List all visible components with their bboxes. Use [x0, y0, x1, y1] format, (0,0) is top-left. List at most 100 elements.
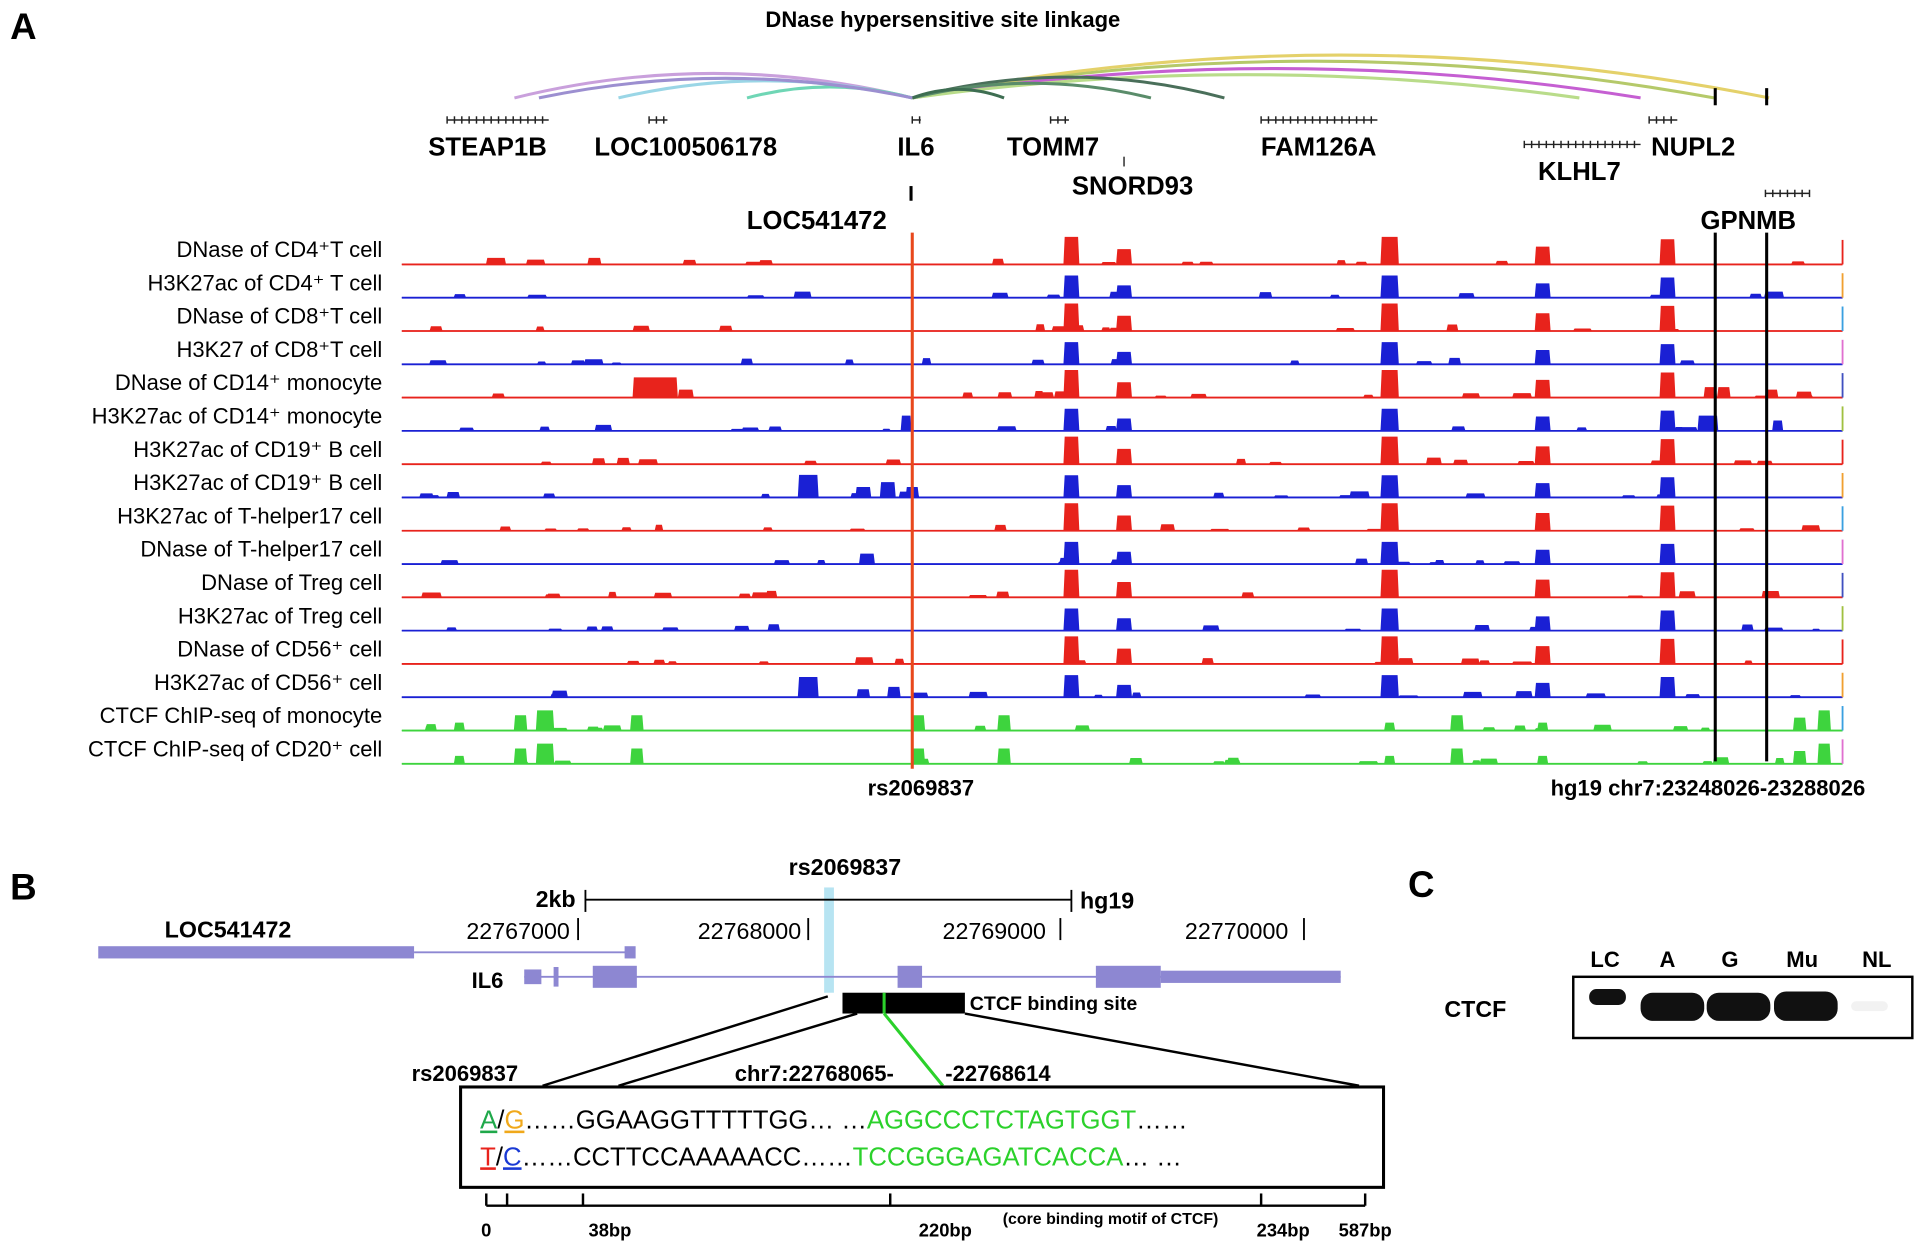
- panel-label: B: [10, 867, 37, 908]
- signal: [401, 474, 1843, 499]
- track-label: H3K27 of CD8⁺T cell: [176, 337, 382, 362]
- ruler-label: 234bp: [1257, 1219, 1310, 1240]
- track-label: DNase of CD14⁺ monocyte: [115, 370, 382, 395]
- position: 22770000: [1185, 918, 1289, 944]
- gene: NUPL2: [1651, 133, 1735, 161]
- sequence: A/G……GGAAGGTTTTTGG… …AGGCCCTCTAGTGGT……: [480, 1107, 1187, 1135]
- signal: [401, 408, 1843, 432]
- snp-label: rs2069837: [789, 854, 902, 880]
- track-label: DNase of T-helper17 cell: [140, 537, 382, 562]
- gene: STEAP1B: [428, 133, 546, 161]
- sequence-part: ……: [1136, 1107, 1187, 1135]
- track-label: DNase of Treg cell: [201, 570, 382, 595]
- gene: TOMM7: [1007, 133, 1099, 161]
- tracks: DNase of CD4⁺T cell H3K27ac of CD4⁺ T cel…: [88, 236, 1844, 765]
- track-label: H3K27ac of CD56⁺ cell: [154, 670, 382, 695]
- panel-a: A DNase hypersensitive site linkage STEA…: [10, 6, 1865, 800]
- title: DNase hypersensitive site linkage: [765, 7, 1120, 32]
- zoom-lines: [542, 995, 1360, 1087]
- signal: [401, 636, 1843, 665]
- position: 22769000: [943, 918, 1047, 944]
- track-label: DNase of CD4⁺T cell: [176, 237, 382, 262]
- sequence-part: T: [480, 1143, 496, 1171]
- track-label: CTCF ChIP-seq of monocyte: [100, 703, 383, 728]
- lane: G: [1721, 947, 1738, 972]
- bands: [1589, 989, 1888, 1021]
- gene: FAM126A: [1261, 133, 1377, 161]
- gene-models: [98, 946, 1341, 988]
- arc: [912, 73, 1580, 100]
- sequence-part: /: [497, 1107, 505, 1135]
- ruler-label: 220bp: [919, 1219, 972, 1240]
- gene: LOC541472: [165, 917, 292, 943]
- panel-label: C: [1408, 864, 1435, 905]
- sequence-part: /: [496, 1143, 504, 1171]
- signal: [401, 569, 1843, 598]
- range: chr7:22768065-: [735, 1061, 894, 1086]
- gene: KLHL7: [1538, 158, 1621, 186]
- sequence-part: C: [503, 1143, 522, 1171]
- lane: LC: [1590, 947, 1619, 972]
- assembly: hg19: [1080, 887, 1134, 913]
- snp-label: rs2069837: [868, 776, 975, 801]
- ruler-label: 587bp: [1339, 1219, 1392, 1240]
- sequence-part: AGGCCCTCTAGTGGT: [867, 1107, 1137, 1135]
- scale: [577, 889, 1305, 941]
- gene: LOC541472: [747, 207, 887, 235]
- signal: [401, 370, 1843, 399]
- track-label: H3K27ac of CD19⁺ B cell: [133, 437, 382, 462]
- panel-c: C LC A G Mu NL CTCF: [1408, 864, 1914, 1040]
- track-label: H3K27ac of Treg cell: [178, 603, 382, 628]
- region: hg19 chr7:23248026-23288026: [1551, 776, 1866, 801]
- signal: [401, 675, 1843, 698]
- signal: [401, 436, 1843, 465]
- sequence-part: ……CCTTCCAAAAACC……: [522, 1143, 853, 1171]
- signal: [401, 608, 1843, 632]
- position: 22768000: [698, 918, 802, 944]
- range: -22768614: [945, 1061, 1051, 1086]
- signal: [401, 275, 1843, 299]
- binding-box: [842, 992, 965, 1014]
- signal: [401, 541, 1843, 565]
- lane: A: [1660, 947, 1676, 972]
- protein: CTCF: [1444, 996, 1506, 1022]
- ruler-label: 38bp: [588, 1219, 631, 1240]
- sequence-part: ……GGAAGGTTTTTGG… …: [524, 1107, 867, 1135]
- track-label: H3K27ac of CD4⁺ T cell: [147, 270, 382, 295]
- gene: LOC100506178: [594, 133, 777, 161]
- signal: [401, 236, 1843, 266]
- binding-label: CTCF binding site: [970, 993, 1138, 1015]
- lane: Mu: [1786, 947, 1818, 972]
- sequence-part: A: [480, 1107, 498, 1135]
- gene-glyphs: [446, 116, 1811, 198]
- sequence-part: TCCGGGAGATCACCA: [853, 1143, 1125, 1171]
- panel-b: B rs2069837 2kb hg19 22767000 22768000 2…: [10, 854, 1392, 1240]
- signal: [401, 503, 1843, 532]
- track-label: DNase of CD56⁺ cell: [177, 637, 382, 662]
- track-label: H3K27ac of CD14⁺ monocyte: [92, 404, 383, 429]
- track-label: DNase of CD8⁺T cell: [176, 304, 382, 329]
- signal: [401, 743, 1843, 765]
- panel-label: A: [10, 6, 37, 47]
- ruler-note: (core binding motif of CTCF): [1003, 1211, 1219, 1228]
- sequence-part: G: [504, 1107, 524, 1135]
- sequence-box: [459, 1085, 1386, 1189]
- motif-line: [882, 1012, 945, 1087]
- gene: GPNMB: [1700, 207, 1796, 235]
- sequence: T/C……CCTTCCAAAAACC……TCCGGGAGATCACCA… …: [480, 1143, 1182, 1171]
- track-label: CTCF ChIP-seq of CD20⁺ cell: [88, 736, 382, 761]
- ruler-label: 0: [481, 1219, 491, 1240]
- gene: SNORD93: [1072, 173, 1193, 201]
- scale-label: 2kb: [536, 886, 576, 912]
- position: 22767000: [466, 918, 570, 944]
- signal: [401, 710, 1843, 732]
- gene: IL6: [897, 133, 934, 161]
- snp-label: rs2069837: [412, 1061, 519, 1086]
- gene: IL6: [472, 968, 504, 993]
- arcs: [514, 53, 1770, 100]
- lane: NL: [1862, 947, 1891, 972]
- signal: [401, 342, 1843, 365]
- ruler: [485, 1193, 1367, 1207]
- markers: [909, 88, 1769, 201]
